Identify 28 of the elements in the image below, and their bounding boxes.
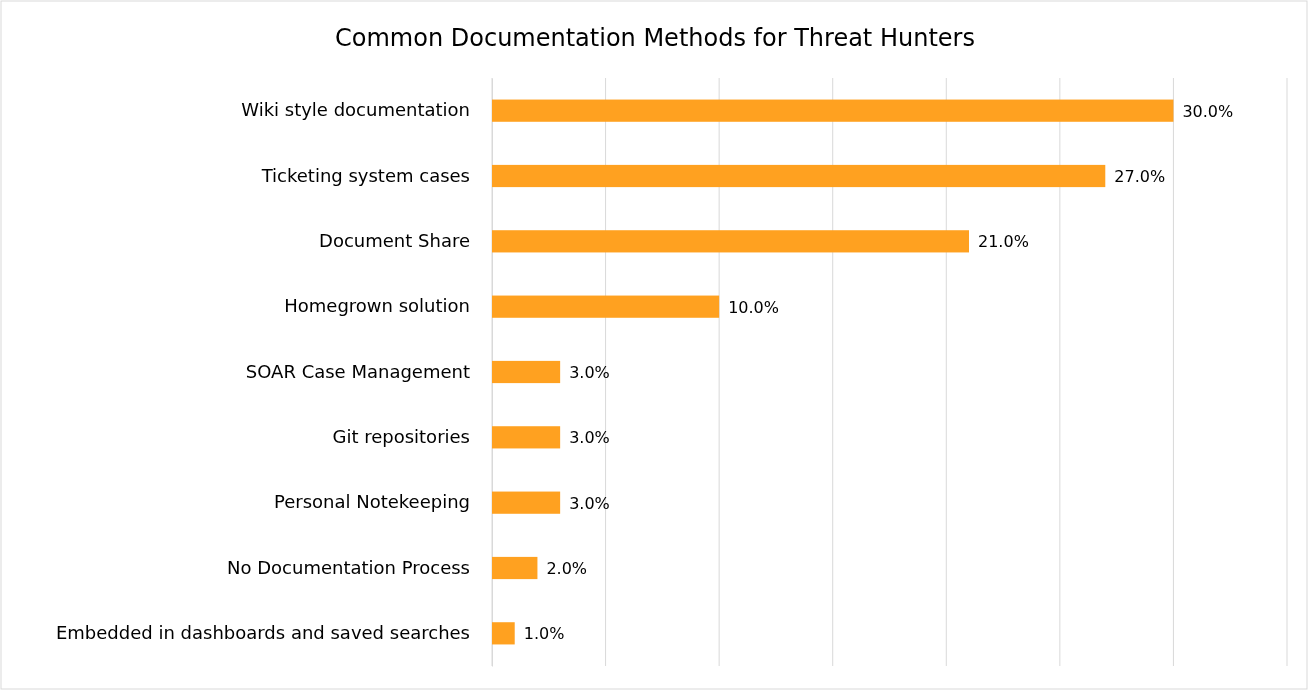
y-tick-label: No Documentation Process	[227, 556, 470, 578]
data-label: 30.0%	[1182, 101, 1234, 121]
y-tick-label: Personal Notekeeping	[273, 491, 470, 513]
data-label: 3.0%	[569, 363, 610, 382]
y-tick-label: Embedded in dashboards and saved searches	[55, 622, 470, 644]
bar	[492, 99, 1174, 122]
data-label: 3.0%	[569, 493, 610, 513]
bar	[492, 426, 561, 449]
data-label: 27.0%	[1114, 167, 1166, 186]
y-tick-label: Ticketing system cases	[260, 164, 470, 186]
data-label: 10.0%	[728, 297, 779, 317]
y-tick-label: Wiki style documentation	[241, 99, 470, 121]
data-label: 21.0%	[978, 232, 1029, 252]
data-label: 1.0%	[523, 624, 565, 644]
y-tick-label: SOAR Case Management	[245, 360, 470, 382]
bar	[492, 230, 969, 253]
bar	[492, 622, 515, 645]
data-label: 3.0%	[569, 428, 610, 448]
bar	[492, 491, 561, 514]
bar	[492, 295, 720, 318]
bar	[492, 360, 561, 384]
bar	[492, 556, 538, 580]
y-tick-label: Git repositories	[332, 426, 470, 448]
y-tick-label: Document Share	[319, 230, 470, 252]
bar	[492, 164, 1106, 188]
chart-title: Common Documentation Methods for Threat Hunters	[335, 24, 975, 52]
y-tick-label: Homegrown solution	[284, 295, 470, 317]
data-label: 2.0%	[546, 559, 588, 578]
